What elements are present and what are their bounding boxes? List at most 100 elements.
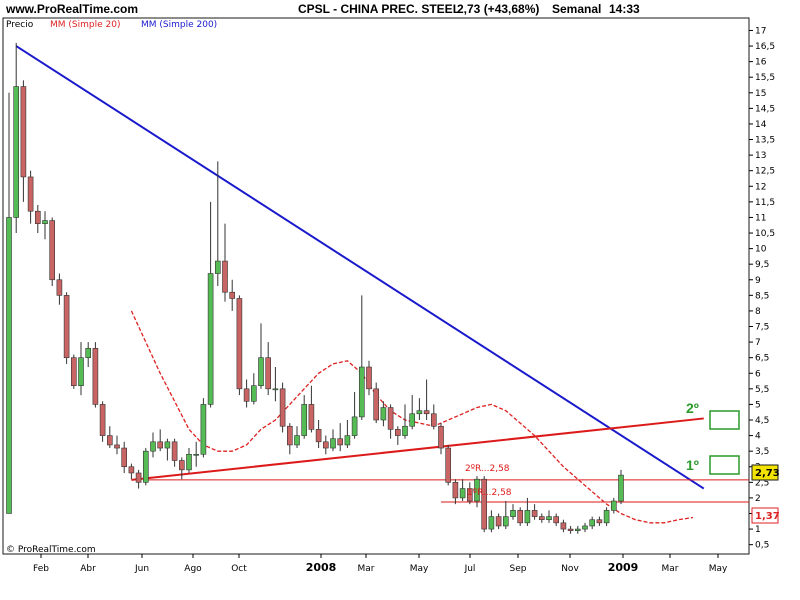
candle-body [423, 410, 430, 415]
candle-body [42, 220, 48, 224]
y-tick-label: 17 [755, 26, 766, 36]
candle-body [531, 510, 538, 517]
candle-body [358, 366, 365, 418]
header-bar [0, 0, 800, 17]
candle [459, 479, 466, 502]
last-price-marker [751, 464, 779, 481]
x-tick-label: Jun [134, 564, 149, 574]
candle [373, 382, 380, 424]
y-tick-label: 5,5 [755, 385, 769, 395]
candle [85, 342, 91, 368]
y-tick-label: 2 [755, 494, 761, 504]
x-tick-label: Nov [561, 564, 579, 574]
candle-body [279, 388, 286, 427]
candle-body [56, 279, 63, 296]
candle [258, 323, 264, 389]
candle [531, 504, 538, 520]
candle-body [229, 291, 235, 299]
y-tick-label: 9 [755, 276, 761, 286]
candle [430, 404, 437, 430]
candle [308, 385, 315, 433]
site-title[interactable]: www.ProRealTime.com [5, 2, 138, 16]
y-tick-label: 8 [755, 307, 761, 317]
candle [610, 497, 617, 514]
last-price-text: 2,73 [755, 468, 780, 479]
candle [71, 354, 77, 389]
candle [445, 444, 452, 486]
candle [121, 441, 127, 473]
candle [251, 373, 257, 405]
y-tick-label: 5 [755, 400, 761, 410]
candle-body [502, 516, 509, 527]
candle [114, 435, 120, 455]
candle [222, 223, 228, 302]
candle-body [78, 357, 84, 387]
y-tick-label: 7,5 [755, 323, 769, 333]
y-tick-label: 2,5 [755, 478, 769, 488]
candle [502, 501, 509, 530]
candle [495, 513, 502, 530]
candle [567, 525, 574, 534]
candle-body [553, 516, 560, 524]
candle-body [114, 444, 120, 449]
candle-body [466, 488, 473, 502]
candle [164, 438, 171, 461]
candle [42, 211, 48, 240]
y-tick-label: 15,5 [755, 73, 775, 83]
y-tick-label: 11 [755, 213, 766, 223]
candle [589, 516, 596, 530]
candle-body [236, 298, 243, 390]
x-tick-label: May [410, 564, 429, 574]
plot-frame [2, 17, 750, 555]
support-line [131, 417, 704, 481]
y-tick-label: 9,5 [755, 260, 769, 270]
candle [488, 510, 495, 533]
x-tick-label: 2008 [306, 561, 337, 574]
candle-body [409, 413, 416, 427]
candle-body [27, 176, 34, 212]
candle [560, 519, 567, 533]
resistance-2-label: 2ºR...2,58 [465, 464, 510, 474]
y-tick-label: 14,5 [755, 104, 775, 114]
candle [49, 217, 56, 286]
candle [517, 507, 524, 526]
y-tick-label: 12,5 [755, 167, 775, 177]
candle-body [610, 500, 617, 511]
x-tick-label: Jul [464, 564, 476, 574]
candle [474, 476, 480, 508]
candle [150, 432, 156, 458]
candle [279, 382, 286, 433]
candle [394, 426, 401, 445]
candle [229, 279, 235, 311]
candle [179, 457, 185, 480]
target-box-1-label: 1º [686, 457, 699, 473]
y-tick-label: 6,5 [755, 354, 769, 364]
ticker-name: CPSL - CHINA PREC. STEEL [298, 2, 460, 16]
candle-body [524, 510, 531, 524]
candle-body [517, 510, 524, 524]
candle-body [373, 388, 380, 421]
x-tick-label: Mar [358, 564, 375, 574]
candle-body [251, 385, 257, 402]
candle-body [13, 86, 19, 218]
candle [207, 201, 214, 408]
ma-last-text: 1,37 [755, 511, 780, 522]
candle-body [474, 478, 480, 502]
y-tick-label: 13,5 [755, 136, 775, 146]
candle [466, 482, 473, 505]
candle [380, 401, 387, 427]
candle-body [387, 407, 394, 430]
candle [6, 92, 12, 514]
candle [236, 295, 243, 396]
candle [330, 429, 336, 452]
candle-body [481, 478, 488, 530]
candle [596, 516, 603, 526]
candle-body [510, 510, 516, 517]
candle [301, 395, 308, 439]
candle [603, 507, 610, 526]
candle [20, 80, 27, 202]
candle [582, 522, 588, 533]
x-tick-label: Sep [510, 564, 527, 574]
candle-body [150, 441, 156, 452]
